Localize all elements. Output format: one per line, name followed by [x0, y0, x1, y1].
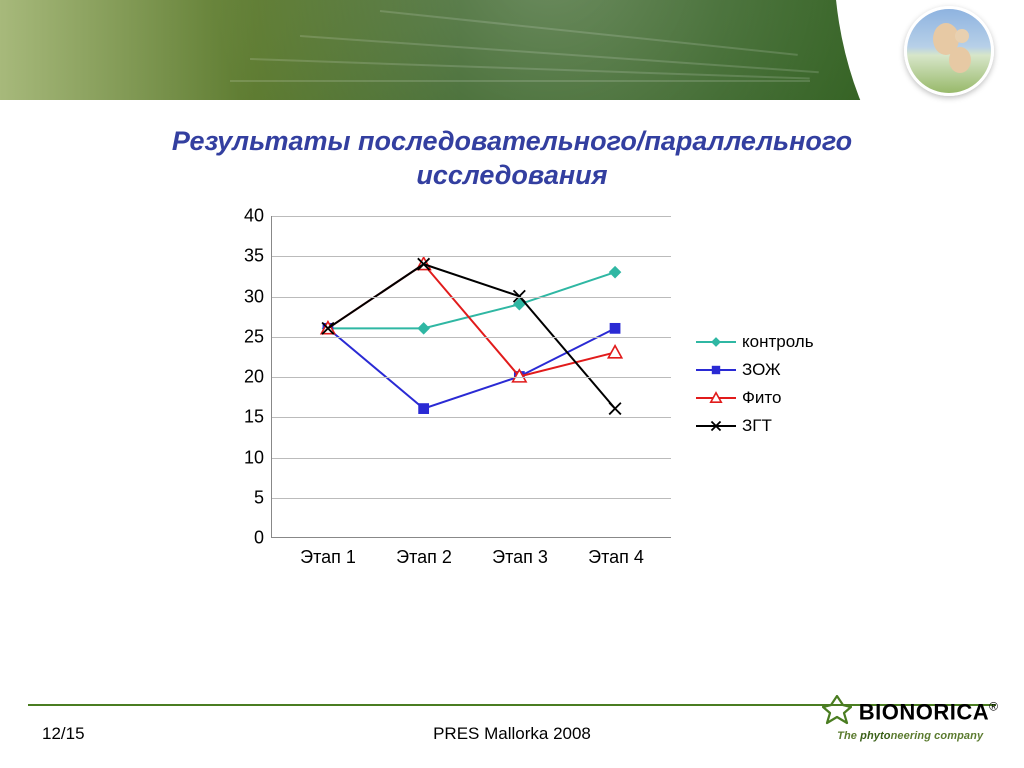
tagline-pre: The — [837, 730, 860, 742]
x-tick-label: Этап 1 — [288, 547, 368, 568]
brand-name: BIONORICA — [859, 700, 989, 725]
y-tick-label: 0 — [224, 528, 264, 549]
x-tick-label: Этап 2 — [384, 547, 464, 568]
x-tick-label: Этап 3 — [480, 547, 560, 568]
header-photo — [904, 6, 994, 96]
y-tick-label: 25 — [224, 326, 264, 347]
legend-marker — [696, 391, 736, 405]
tagline-em: phyto — [860, 730, 890, 742]
y-tick-label: 15 — [224, 407, 264, 428]
series-marker — [417, 322, 430, 335]
series-marker — [418, 403, 429, 414]
gridline — [272, 337, 671, 338]
series-marker — [608, 346, 621, 358]
title-line1: Результаты последовательного/параллельно… — [172, 126, 852, 156]
legend-label: ЗГТ — [742, 412, 772, 440]
legend-label: ЗОЖ — [742, 356, 781, 384]
y-tick-label: 5 — [224, 487, 264, 508]
gridline — [272, 377, 671, 378]
series-line — [328, 328, 615, 408]
legend-item: ЗГТ — [696, 412, 814, 440]
results-chart: 0510152025303540Этап 1Этап 2Этап 3Этап 4… — [216, 198, 766, 598]
y-tick-label: 10 — [224, 447, 264, 468]
star-icon — [822, 695, 852, 730]
brand-logo: BIONORICA® The phytoneering company — [822, 695, 998, 742]
gridline — [272, 498, 671, 499]
gridline — [272, 256, 671, 257]
y-tick-label: 35 — [224, 246, 264, 267]
header-banner — [0, 0, 1024, 100]
brand-reg: ® — [989, 699, 998, 713]
legend-marker — [696, 335, 736, 349]
y-tick-label: 30 — [224, 286, 264, 307]
chart-legend: контрольЗОЖФитоЗГТ — [696, 328, 814, 440]
tagline-post: neering company — [891, 730, 984, 742]
y-tick-label: 20 — [224, 367, 264, 388]
legend-item: ЗОЖ — [696, 356, 814, 384]
gridline — [272, 417, 671, 418]
gridline — [272, 297, 671, 298]
y-tick-label: 40 — [224, 206, 264, 227]
legend-marker — [696, 363, 736, 377]
slide-root: Результаты последовательного/параллельно… — [0, 0, 1024, 768]
legend-item: контроль — [696, 328, 814, 356]
legend-item: Фито — [696, 384, 814, 412]
brand-row: BIONORICA® — [822, 695, 998, 730]
plot-area: 0510152025303540Этап 1Этап 2Этап 3Этап 4 — [271, 216, 671, 538]
legend-marker — [696, 419, 736, 433]
series-marker — [609, 403, 621, 415]
series-marker — [610, 323, 621, 334]
title-line2: исследования — [0, 159, 1024, 193]
gridline — [272, 216, 671, 217]
x-tick-label: Этап 4 — [576, 547, 656, 568]
legend-label: контроль — [742, 328, 814, 356]
brand-tagline: The phytoneering company — [822, 730, 998, 742]
legend-label: Фито — [742, 384, 781, 412]
gridline — [272, 458, 671, 459]
series-marker — [609, 266, 622, 279]
slide-title: Результаты последовательного/параллельно… — [0, 125, 1024, 193]
